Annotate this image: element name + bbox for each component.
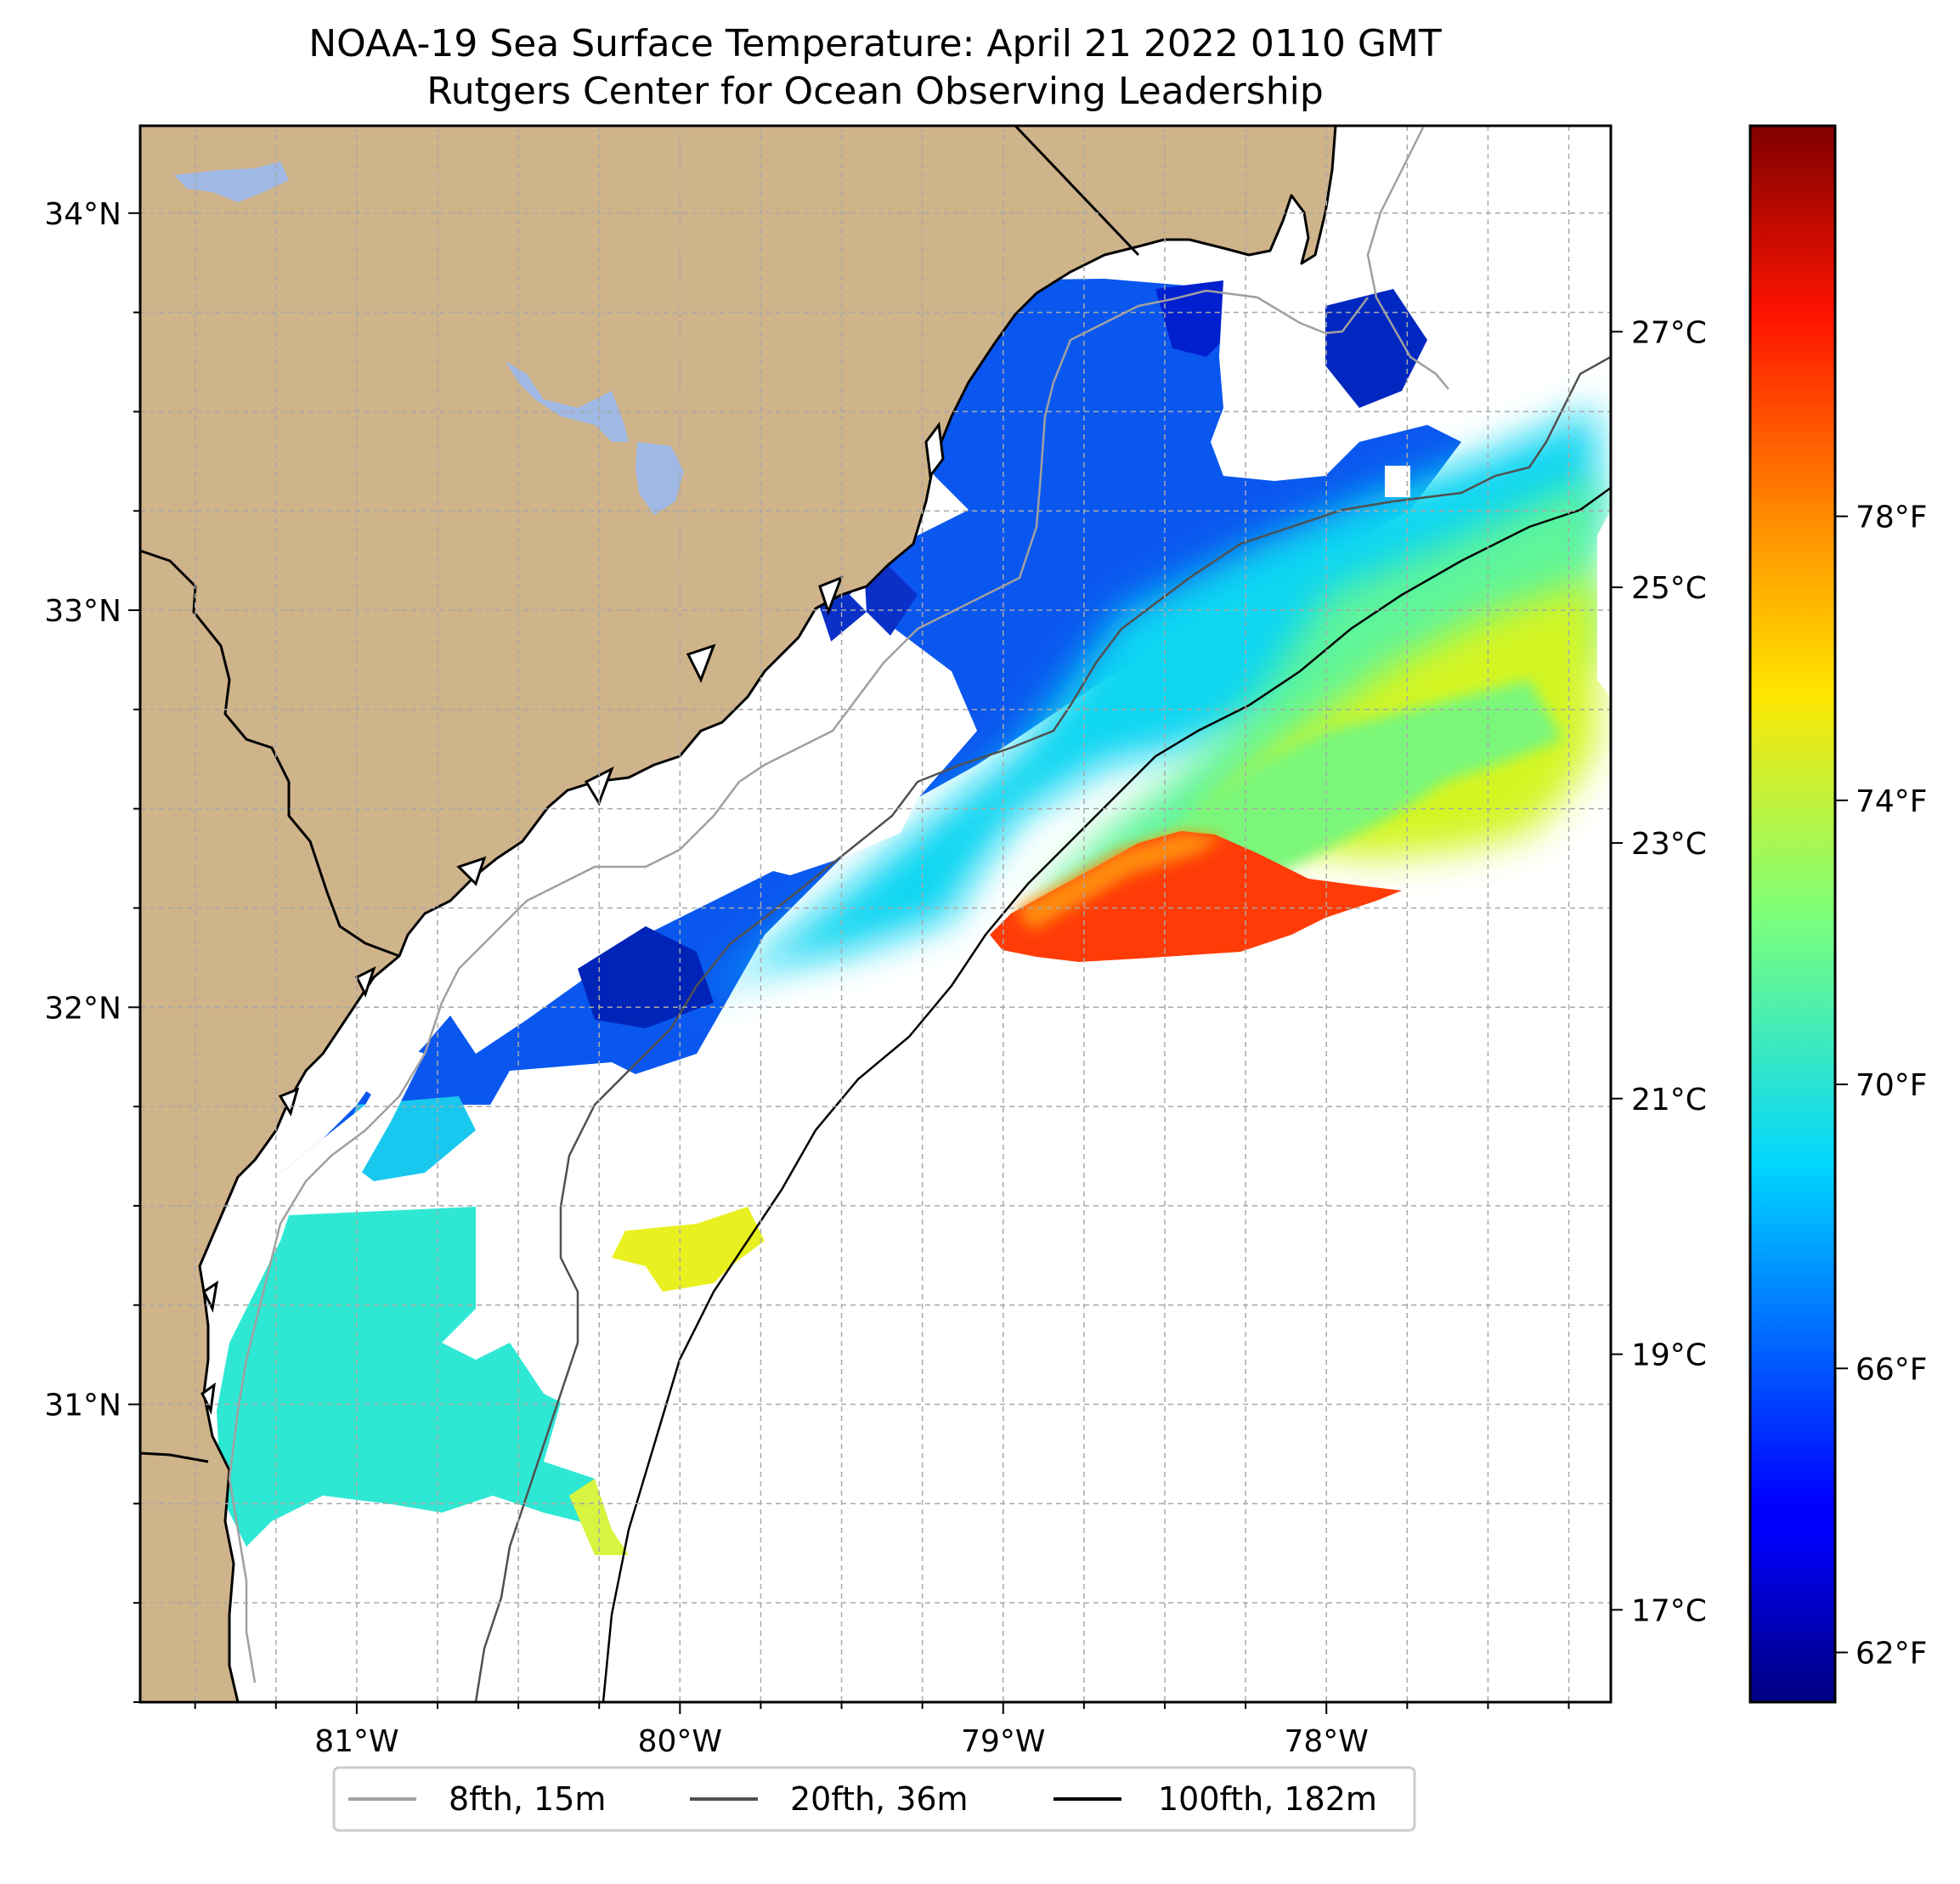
colorbar-fahrenheit-ticks: 62°F 66°F 70°F 74°F 78°F (1835, 501, 1928, 1672)
sst-green-band (1036, 476, 1597, 926)
lat-tick-label: 34°N (44, 197, 121, 232)
sst-georgia-shelf (217, 1207, 612, 1547)
lon-tick-label: 78°W (1285, 1724, 1369, 1759)
colorbar-gradient (1748, 124, 1837, 1704)
lake-marion (506, 361, 629, 442)
map-title-line1: NOAA-19 Sea Surface Temperature: April 2… (308, 22, 1442, 65)
colorbar-c-tick-label: 19°C (1631, 1338, 1707, 1373)
bathymetry-contours (228, 127, 1611, 1702)
colorbar: 62°F 66°F 70°F 74°F 78°F 17°C 19°C 21°C 23°C 25°… (1611, 124, 1928, 1704)
colorbar-c-tick-label: 25°C (1631, 571, 1707, 606)
colorbar-c-tick-label: 21°C (1631, 1083, 1707, 1117)
legend-label-8fth: 8fth, 15m (449, 1780, 606, 1818)
colorbar-celsius-ticks: 17°C 19°C 21°C 23°C 25°C 27°C (1611, 315, 1707, 1628)
inland-lakes (174, 161, 684, 515)
colorbar-f-tick-label: 66°F (1856, 1352, 1928, 1387)
sst-deep-blue-patch (1155, 280, 1240, 357)
lat-tick-label: 31°N (44, 1389, 121, 1423)
lon-tick-label: 79°W (961, 1724, 1045, 1759)
sst-warm-core (990, 831, 1402, 962)
legend-box (332, 1766, 1416, 1832)
map-frame (138, 124, 1613, 1704)
colorbar-c-tick-label: 27°C (1631, 315, 1707, 350)
ga-fl-boundary (140, 1451, 209, 1463)
lon-tick-label: 81°W (314, 1724, 398, 1759)
isobath-20fth (474, 355, 1611, 1702)
sc-ga-boundary (140, 549, 400, 958)
colorbar-f-tick-label: 74°F (1856, 784, 1928, 819)
nc-sc-boundary (1014, 126, 1140, 257)
colorbar-f-tick-label: 70°F (1856, 1068, 1928, 1103)
sst-yellow-patch-south (569, 1479, 629, 1555)
graticule (140, 126, 1611, 1702)
sst-yellow-patch (612, 1207, 765, 1292)
colorbar-f-tick-label: 78°F (1856, 501, 1928, 535)
lake-upper (174, 161, 289, 202)
lon-tick-label: 80°W (638, 1724, 722, 1759)
estuary-inlets (201, 421, 945, 1416)
legend-label-20fth: 20fth, 36m (790, 1780, 969, 1818)
legend-label-100fth: 100fth, 182m (1158, 1780, 1377, 1818)
lat-tick-label: 32°N (44, 991, 121, 1026)
state-boundaries (140, 126, 1140, 1463)
contour-legend: 8fth, 15m 20fth, 36m 100fth, 182m (332, 1766, 1416, 1832)
latitude-ticks: 31°N 32°N 33°N 34°N (44, 197, 140, 1703)
lat-tick-label: 33°N (44, 594, 121, 629)
colorbar-f-tick-label: 62°F (1856, 1637, 1928, 1672)
map-title-line2: Rutgers Center for Ocean Observing Leade… (426, 70, 1324, 113)
sst-cyan-band (697, 408, 1597, 1003)
sst-warm-edge (1015, 833, 1223, 931)
sst-cold-shelf (280, 279, 1461, 1173)
longitude-ticks: 81°W 80°W 79°W 78°W (194, 1702, 1570, 1759)
map-panel[interactable] (140, 126, 1611, 1702)
isobath-8fth (228, 127, 1449, 1683)
lake-moultrie (635, 442, 684, 515)
colorbar-c-tick-label: 23°C (1631, 827, 1707, 862)
colorbar-c-tick-label: 17°C (1631, 1593, 1707, 1628)
isobath-100fth (602, 486, 1611, 1702)
